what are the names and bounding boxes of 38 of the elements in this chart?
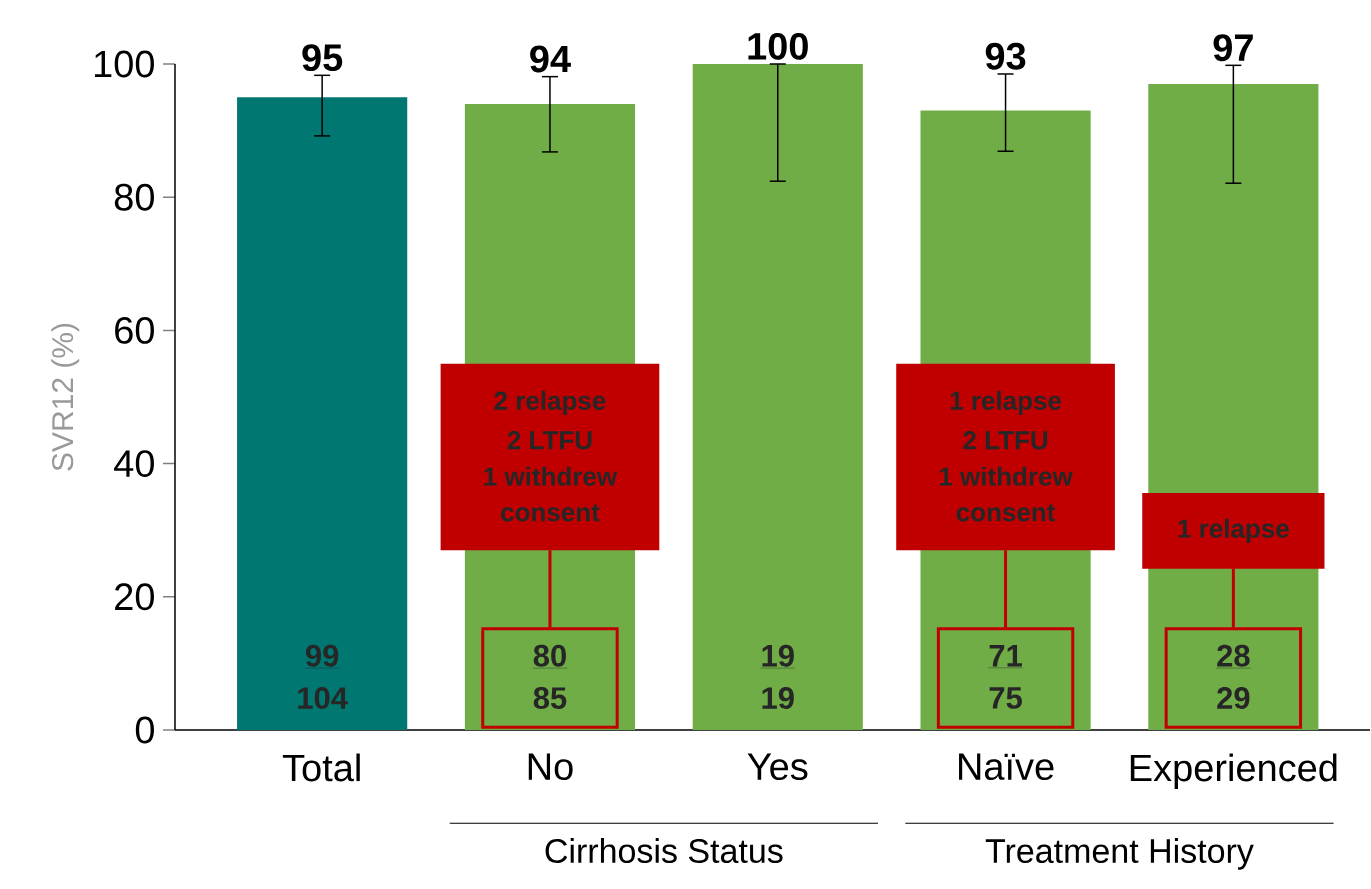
x-tick-label: No (528, 753, 573, 781)
annotation: 2 LTFU (963, 431, 1048, 450)
annotation: 19 (762, 687, 794, 709)
annotation: 2 relapse (494, 390, 606, 416)
y-tick-label: 20 (115, 583, 154, 611)
annotation: 1 relapse (1178, 518, 1289, 543)
x-tick-label: Yes (747, 753, 808, 781)
y-tick-label: 80 (114, 183, 154, 211)
annotation: 99 (306, 644, 339, 667)
y-axis-title: SVR12 (%) (51, 323, 80, 471)
annotation: 85 (533, 687, 567, 709)
data-label: 95 (302, 44, 343, 72)
y-tick-label: 100 (94, 50, 154, 78)
data-label: 93 (985, 42, 1026, 70)
annotation: 2 LTFU (507, 431, 592, 450)
annotation: 1 withdrew (940, 466, 1073, 486)
annotation: 28 (1217, 644, 1250, 667)
annotation: 19 (762, 644, 794, 667)
y-tick-label: 60 (115, 316, 154, 344)
y-tick-label: 40 (114, 450, 154, 478)
annotation: 29 (1217, 687, 1250, 709)
annotation: 104 (298, 687, 348, 709)
annotation: 71 (989, 645, 1022, 667)
data-label: 94 (530, 45, 571, 73)
x-tick-label: Naïve (959, 753, 1054, 781)
y-tick-label: 0 (135, 716, 154, 744)
data-label: 100 (748, 32, 808, 60)
data-label: 97 (1213, 34, 1253, 62)
annotation: 1 relapse (950, 390, 1062, 416)
annotation: consent (501, 504, 600, 522)
annotation: consent (956, 504, 1056, 522)
annotation: 80 (533, 644, 566, 667)
text: Cirrhosis Status (545, 838, 783, 864)
text: Treatment History (985, 838, 1254, 870)
annotation: 75 (989, 687, 1022, 709)
x-tick-label: Total (282, 753, 360, 782)
annotation: 1 withdrew (484, 466, 618, 486)
x-tick-label: Experienced (1130, 753, 1337, 789)
